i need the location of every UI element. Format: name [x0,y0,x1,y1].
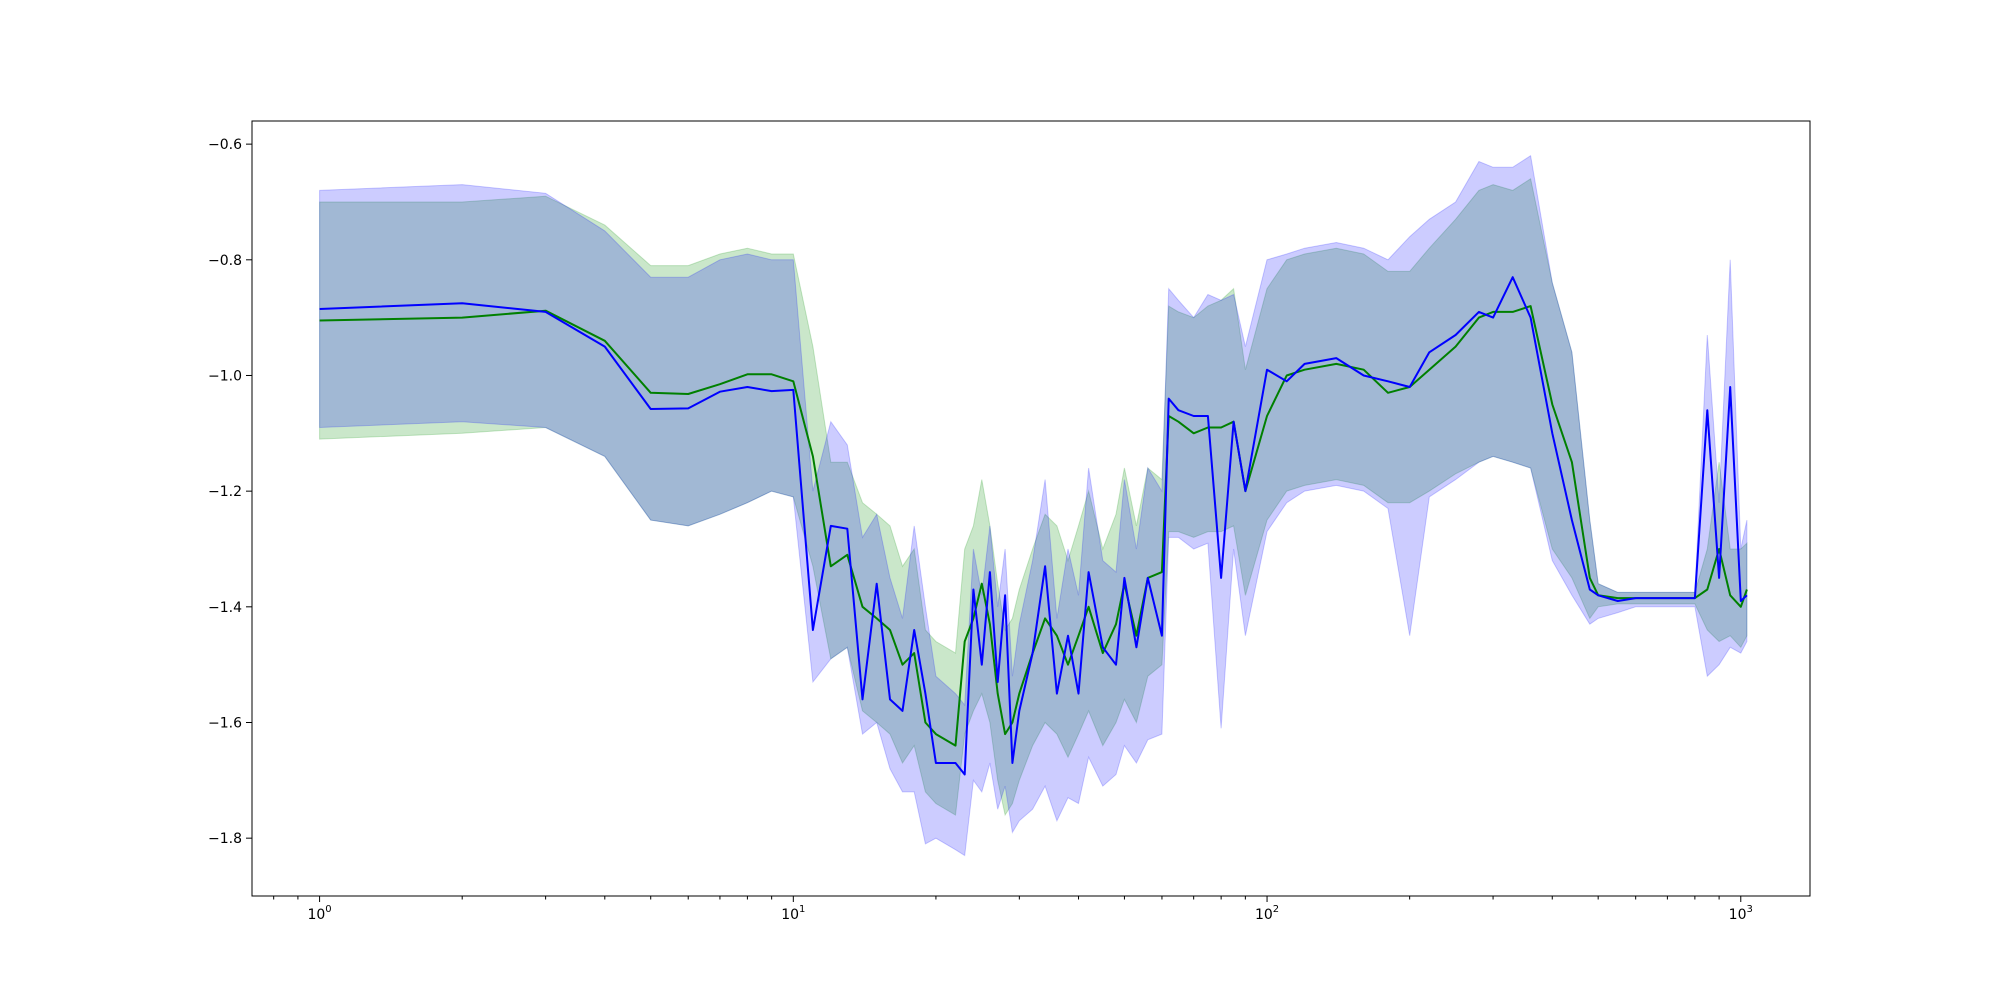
y-tick-label: −1.2 [208,484,242,500]
x-tick-label: 103 [1729,904,1753,923]
y-tick-label: −1.6 [208,715,242,731]
axes-frame [251,120,1811,897]
y-tick-label: −1.8 [208,831,242,847]
series-2-line [319,276,1748,776]
x-tick-label: 101 [781,904,805,923]
y-tick-label: −1.0 [208,368,242,384]
series-1-band [319,177,1748,817]
y-tick-label: −1.4 [208,600,242,616]
y-axis: −0.6 −0.8 −1.0 −1.2 −1.4 −1.6 −1.8 [208,137,252,847]
series-2-band [319,154,1748,857]
plot-area [319,154,1748,857]
y-tick-label: −0.6 [208,137,242,153]
y-tick-label: −0.8 [208,253,242,269]
x-axis: 100 101 102 103 [273,896,1753,923]
x-tick-label: 100 [307,904,331,923]
x-tick-label: 102 [1255,904,1279,923]
